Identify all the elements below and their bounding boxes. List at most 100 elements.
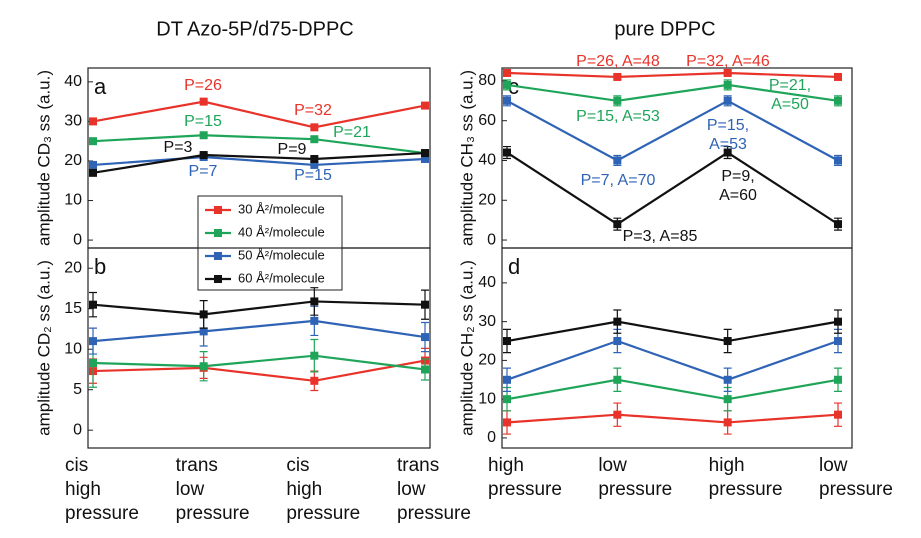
data-point: [89, 168, 97, 177]
legend-marker: [214, 206, 222, 214]
y-axis-label: amplitude CH₃ ss (a.u.): [457, 70, 476, 246]
legend-marker: [214, 275, 222, 283]
data-point: [89, 300, 97, 309]
legend-marker: [214, 229, 222, 237]
data-point: [503, 96, 511, 105]
data-point: [613, 96, 622, 105]
data-point: [613, 410, 622, 419]
data-point: [310, 135, 319, 144]
annotation: A=50: [771, 96, 809, 113]
data-point: [834, 410, 842, 419]
panel-frame: [501, 247, 853, 449]
y-tick-label: 0: [487, 429, 496, 446]
data-point: [723, 80, 732, 89]
annotation: P=3: [164, 139, 193, 156]
x-tick-label: pressure: [397, 503, 471, 524]
y-tick-label: 40: [478, 152, 496, 169]
annotation: P=26: [184, 77, 222, 94]
data-point: [310, 316, 319, 325]
data-point: [834, 96, 842, 105]
y-tick-label: 30: [478, 313, 496, 330]
legend-label: 50 Å²/molecule: [238, 247, 325, 262]
data-point: [503, 395, 511, 404]
series-line: [92, 300, 426, 316]
series-line: [92, 155, 426, 167]
data-point: [723, 148, 732, 157]
data-point: [199, 362, 208, 371]
panel-label: d: [508, 254, 520, 279]
annotation: P=15,: [707, 117, 749, 134]
x-tick-label: pressure: [598, 479, 672, 500]
x-tick-label: low: [397, 479, 426, 500]
annotation: P=21,: [769, 77, 811, 94]
annotation: P=3, A=85: [623, 228, 698, 245]
data-point: [310, 160, 319, 169]
data-point: [421, 333, 429, 342]
data-point: [421, 149, 429, 158]
y-tick-label: 0: [487, 231, 496, 248]
series-line: [506, 83, 839, 102]
x-tick-label: cis: [286, 455, 309, 476]
data-point: [421, 300, 429, 309]
x-tick-label: cis: [65, 455, 88, 476]
data-point: [503, 375, 511, 384]
y-tick-label: 15: [64, 300, 82, 317]
y-tick-label: 20: [64, 259, 82, 276]
x-tick-label: pressure: [176, 503, 250, 524]
column-title: DT Azo-5P/d75-DPPC: [156, 18, 354, 40]
data-point: [421, 365, 429, 374]
annotation: P=32: [294, 102, 332, 119]
x-tick-label: trans: [176, 455, 218, 476]
data-point: [834, 337, 842, 346]
data-point: [421, 154, 429, 163]
x-tick-label: high: [488, 455, 524, 476]
data-point: [503, 148, 511, 157]
x-tick-label: pressure: [819, 479, 893, 500]
data-point: [199, 327, 208, 336]
annotation: P=15: [184, 113, 222, 130]
data-point: [89, 160, 97, 169]
series-line: [506, 413, 839, 424]
data-point: [613, 317, 622, 326]
annotation: A=60: [719, 187, 757, 204]
x-tick-label: high: [286, 479, 322, 500]
annotation: P=15, A=53: [576, 108, 660, 125]
y-tick-label: 5: [73, 381, 82, 398]
data-point: [723, 375, 732, 384]
data-point: [503, 68, 511, 77]
data-point: [834, 317, 842, 326]
y-axis-label: amplitude CD₂ ss (a.u.): [34, 260, 53, 436]
series-line: [92, 134, 426, 155]
legend-label: 40 Å²/molecule: [238, 224, 325, 239]
data-point: [613, 337, 622, 346]
data-point: [723, 418, 732, 427]
series-line: [92, 100, 426, 129]
data-point: [310, 351, 319, 360]
y-axis-label: amplitude CD₃ ss (a.u.): [34, 70, 53, 246]
y-tick-label: 30: [64, 113, 82, 130]
series-line: [506, 378, 839, 401]
data-point: [199, 97, 208, 106]
y-tick-label: 40: [478, 274, 496, 291]
data-point: [503, 418, 511, 427]
x-tick-label: pressure: [488, 479, 562, 500]
data-point: [613, 72, 622, 81]
series-line: [506, 71, 839, 79]
annotation: P=21: [333, 124, 371, 141]
data-point: [503, 337, 511, 346]
x-tick-label: trans: [397, 455, 439, 476]
annotation: A=53: [709, 136, 747, 153]
x-tick-label: pressure: [709, 479, 783, 500]
y-tick-label: 0: [73, 421, 82, 438]
annotation: P=32, A=46: [686, 53, 770, 70]
data-point: [834, 220, 842, 229]
data-point: [89, 137, 97, 146]
column-title: pure DPPC: [614, 18, 715, 40]
data-point: [199, 310, 208, 319]
annotation: P=7, A=70: [581, 172, 656, 189]
y-tick-label: 80: [478, 72, 496, 89]
series-line: [92, 319, 426, 343]
panel-frame: [87, 247, 431, 449]
series-line: [506, 151, 839, 226]
x-tick-label: low: [176, 479, 205, 500]
